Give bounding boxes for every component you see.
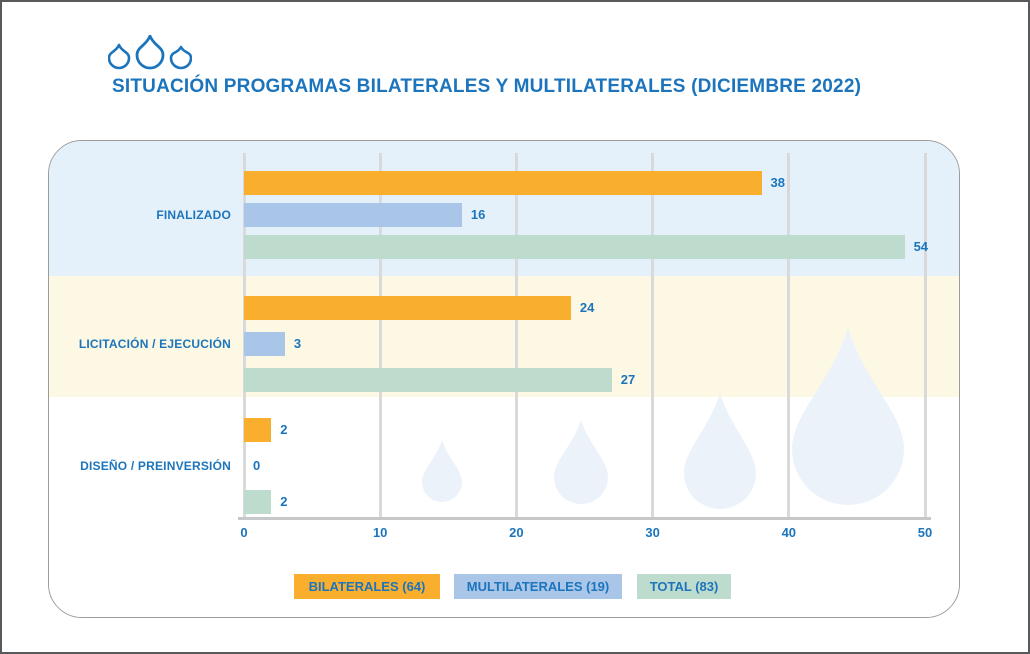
- x-tick-label: 30: [645, 525, 660, 540]
- bar-finalizado-multilaterales-19: [244, 203, 462, 227]
- bar-value-label: 16: [470, 207, 486, 222]
- chart-title: SITUACIÓN PROGRAMAS BILATERALES Y MULTIL…: [112, 76, 862, 97]
- bar-diseno-preinversion-total-83: [244, 490, 272, 514]
- legend-item-total-83: TOTAL (83): [637, 574, 731, 599]
- category-label-licitacion-ejecucion: LICITACIÓN / EJECUCIÓN: [78, 337, 231, 351]
- water-drops-logo-icon: [108, 35, 192, 70]
- chart-panel: FINALIZADO 38 16 54 LICITACIÓN / EJECUCIÓN 24…: [48, 140, 960, 618]
- x-tick-label: 0: [240, 525, 248, 540]
- x-axis-line: [238, 517, 931, 520]
- bar-diseno-preinversion-bilaterales-64: [244, 418, 272, 442]
- category-label-diseno-preinversion: DISEÑO / PREINVERSIÓN: [80, 459, 231, 473]
- drop-icon: [135, 35, 165, 70]
- bar-value-label: 0: [253, 458, 261, 473]
- legend-item-multilaterales-19: MULTILATERALES (19): [454, 574, 622, 599]
- x-tick-label: 10: [372, 525, 388, 540]
- legend-item-bilaterales-64: BILATERALES (64): [294, 574, 440, 599]
- bar-licitacion-ejecucion-multilaterales-19: [244, 332, 285, 356]
- x-tick-label: 20: [509, 525, 524, 540]
- gridline: [651, 153, 655, 517]
- watermark-drop-icon: [684, 393, 756, 509]
- bar-value-label: 3: [293, 336, 302, 351]
- drop-icon: [169, 45, 192, 70]
- x-tick-label: 40: [781, 525, 797, 540]
- bar-value-label: 2: [280, 422, 288, 437]
- bar-value-label: 24: [579, 300, 595, 315]
- gridline: [378, 153, 382, 517]
- bar-value-label: 27: [620, 372, 636, 387]
- bar-finalizado-total-83: [244, 235, 905, 259]
- gridline: [923, 153, 927, 517]
- bar-value-label: 38: [770, 175, 786, 190]
- gridline: [787, 153, 791, 517]
- bar-finalizado-bilaterales-64: [244, 171, 762, 195]
- x-tick-label: 50: [917, 525, 933, 540]
- watermark-drop-icon: [554, 420, 608, 504]
- watermark-drop-icon: [792, 328, 904, 505]
- gridline: [514, 153, 518, 517]
- bar-value-label: 2: [280, 494, 288, 509]
- bar-value-label: 54: [913, 239, 929, 254]
- category-label-finalizado: FINALIZADO: [156, 208, 231, 222]
- bar-licitacion-ejecucion-bilaterales-64: [244, 296, 571, 320]
- watermark-drop-icon: [422, 440, 462, 502]
- bar-licitacion-ejecucion-total-83: [244, 368, 612, 392]
- drop-icon: [108, 43, 131, 70]
